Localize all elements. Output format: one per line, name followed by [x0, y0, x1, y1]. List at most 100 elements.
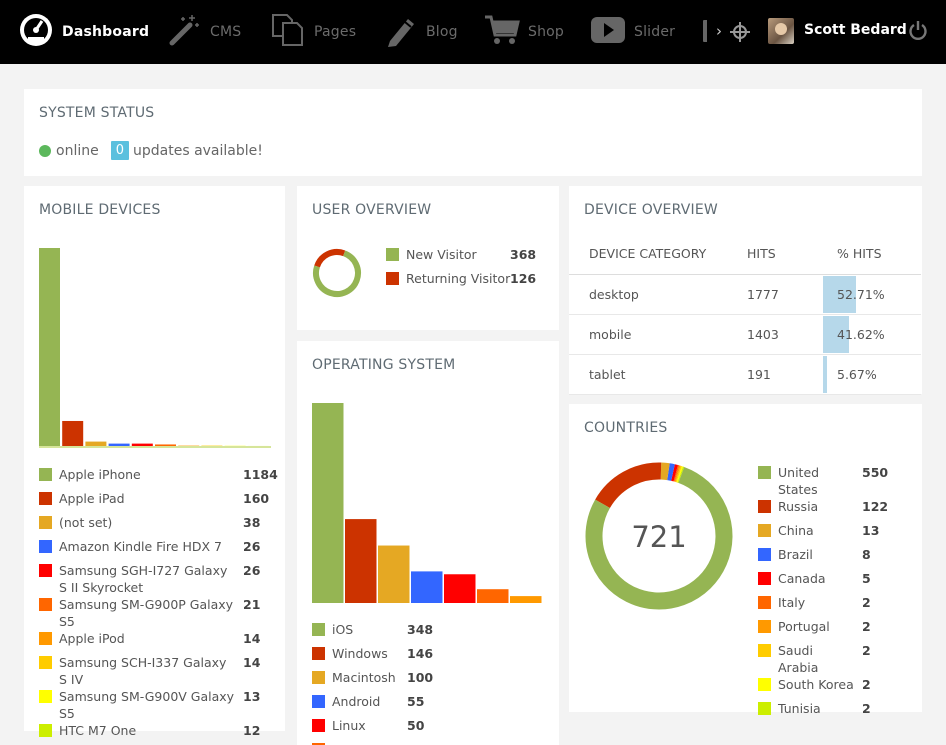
panel-title: SYSTEM STATUS	[39, 105, 155, 121]
legend-value: 1184	[243, 467, 278, 482]
donut-slice[interactable]	[585, 466, 733, 610]
updates-count-badge[interactable]: 0	[110, 141, 129, 160]
legend-label: Samsung SM-G900V Galaxy S5	[59, 689, 235, 721]
bar[interactable]	[477, 589, 509, 603]
legend-item: (not set) 38	[39, 514, 272, 538]
countries-donut-chart: 721	[585, 462, 733, 610]
table-header-row: DEVICE CATEGORY HITS % HITS	[569, 234, 921, 275]
legend-swatch	[758, 596, 771, 609]
legend-label: iOS	[332, 622, 354, 637]
nav-cms[interactable]: CMS	[168, 12, 241, 52]
nav-blog[interactable]: Blog	[384, 12, 458, 52]
legend-swatch	[758, 572, 771, 585]
legend-label: Returning Visitor	[406, 271, 511, 286]
column-header[interactable]: DEVICE CATEGORY	[569, 234, 747, 275]
column-header[interactable]: % HITS	[823, 234, 921, 275]
legend-item: Returning Visitor 126	[386, 270, 546, 294]
cell-percent: 41.62%	[823, 314, 921, 355]
user-overview-panel: USER OVERVIEW New Visitor 368 Returning Vi…	[297, 186, 559, 330]
legend-swatch	[312, 671, 325, 684]
countries-total: 721	[631, 520, 686, 554]
legend-label: Macintosh	[332, 670, 396, 685]
bar[interactable]	[62, 420, 84, 448]
dashboard-icon	[18, 12, 54, 52]
user-name[interactable]: Scott Bedard	[804, 22, 907, 38]
pages-icon	[270, 12, 306, 52]
legend-item: iOS 348	[312, 621, 462, 645]
nav-overflow-icon	[703, 20, 711, 42]
legend-value: 126	[510, 271, 537, 286]
bar[interactable]	[85, 441, 107, 448]
legend-swatch	[39, 724, 52, 737]
donut-slice[interactable]	[667, 463, 675, 481]
nav-pages[interactable]: Pages	[270, 12, 356, 52]
table-row[interactable]: tablet 191 5.67%	[569, 354, 921, 395]
legend-item: HTC M7 One 12	[39, 722, 272, 745]
nav-label: Dashboard	[62, 24, 150, 40]
panel-title: COUNTRIES	[584, 420, 668, 436]
move-icon[interactable]	[730, 22, 750, 46]
donut-slice[interactable]	[671, 464, 678, 482]
donut-slice[interactable]	[314, 249, 346, 268]
user-overview-donut-chart	[313, 249, 361, 297]
cell-percent: 52.71%	[823, 274, 921, 315]
cell-category: desktop	[569, 274, 747, 315]
nav-label: Shop	[528, 24, 565, 40]
legend-item: Saudi Arabia 2	[758, 642, 888, 676]
play-icon	[590, 15, 626, 49]
legend-label: Russia	[778, 499, 819, 514]
legend-value: 14	[243, 655, 261, 670]
device-overview-table: DEVICE CATEGORY HITS % HITS desktop 1777 5…	[569, 234, 921, 395]
legend-label: Canada	[778, 571, 826, 586]
online-label: online	[56, 142, 99, 159]
nav-shop[interactable]: Shop	[484, 12, 564, 52]
updates-label[interactable]: updates available!	[133, 142, 263, 159]
legend-value: 8	[862, 547, 871, 562]
user-overview-legend: New Visitor 368 Returning Visitor 126	[386, 246, 546, 294]
legend-value: 13	[243, 689, 261, 704]
bar[interactable]	[312, 403, 344, 603]
donut-slice[interactable]	[660, 462, 670, 481]
legend-value: 2	[862, 677, 871, 692]
nav-dashboard[interactable]: Dashboard	[18, 12, 149, 52]
legend-swatch	[312, 647, 325, 660]
device-overview-panel: DEVICE OVERVIEW DEVICE CATEGORY HITS % H…	[569, 186, 922, 395]
legend-item: Samsung SM-G900P Galaxy S5 21	[39, 596, 272, 630]
bar[interactable]	[108, 443, 130, 448]
countries-panel: COUNTRIES 721 United States 550 Russia 122 C…	[569, 404, 922, 716]
table-row[interactable]: mobile 1403 41.62%	[569, 314, 921, 355]
bar[interactable]	[444, 574, 476, 603]
legend-label: Samsung SCH-I337 Galaxy S IV	[59, 655, 227, 687]
cell-category: tablet	[569, 354, 747, 395]
legend-swatch	[39, 516, 52, 529]
avatar[interactable]	[768, 18, 794, 44]
legend-item: Samsung SM-G900V Galaxy S5 13	[39, 688, 272, 722]
donut-slice[interactable]	[313, 250, 361, 297]
legend-label: Samsung SGH-I727 Galaxy S II Skyrocket	[59, 563, 228, 595]
legend-value: 38	[243, 515, 261, 530]
bar[interactable]	[411, 571, 443, 603]
percent-text: 41.62%	[837, 326, 885, 342]
legend-value: 50	[407, 718, 425, 733]
legend-swatch	[312, 743, 325, 745]
legend-item: Linux 50	[312, 717, 462, 741]
legend-label: Samsung SM-G900P Galaxy S5	[59, 597, 234, 629]
power-icon[interactable]	[908, 20, 928, 46]
chevron-right-icon[interactable]: ›	[716, 22, 722, 40]
legend-item: Italy 2	[758, 594, 888, 618]
legend-item: China 13	[758, 522, 888, 546]
legend-label: Windows	[332, 646, 388, 661]
bar[interactable]	[378, 545, 410, 603]
bar[interactable]	[510, 596, 542, 603]
percent-bar	[823, 275, 856, 313]
bar[interactable]	[39, 248, 60, 448]
bar[interactable]	[131, 443, 153, 448]
bar[interactable]	[345, 519, 377, 603]
legend-label: Apple iPhone	[59, 467, 141, 482]
donut-slice[interactable]	[595, 462, 662, 509]
column-header[interactable]: HITS	[747, 234, 823, 275]
table-row[interactable]: desktop 1777 52.71%	[569, 274, 921, 315]
legend-value: 122	[862, 499, 889, 514]
legend-swatch	[39, 468, 52, 481]
nav-slider[interactable]: Slider	[590, 12, 675, 52]
